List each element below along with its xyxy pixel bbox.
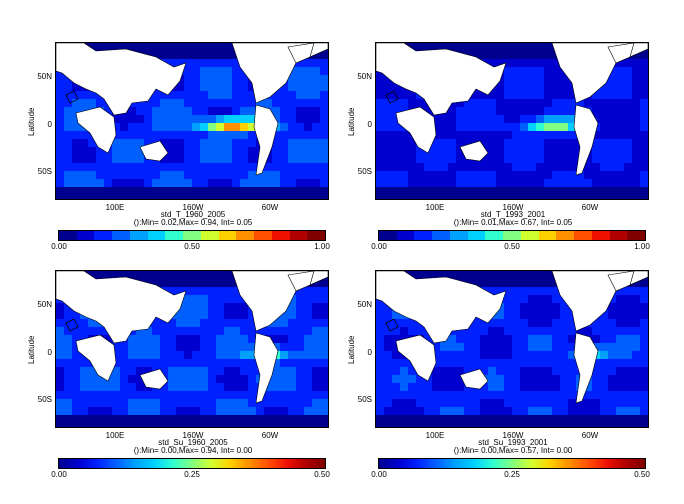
colorbar-segment: [200, 231, 219, 240]
panel-title: std_T_1993_2001: [480, 210, 546, 219]
ytick-0: 0: [47, 348, 52, 357]
colorbar-tick-min: 0.00: [371, 470, 387, 479]
colorbar-tick-mid: 0.25: [504, 470, 520, 479]
xtick-100e: 100E: [105, 203, 125, 212]
colorbar-segment: [379, 231, 397, 240]
ytick-50s: 50S: [37, 167, 52, 176]
xtick-160w: 160W: [502, 431, 524, 440]
colorbar: [58, 230, 326, 241]
xtick-60w: 60W: [261, 431, 279, 440]
map-field-svg: [56, 271, 328, 427]
map-panel-4: Latitude 50N 0 50S 100E 160W 60W std_Su_…: [320, 228, 662, 488]
colorbar-segment: [271, 231, 290, 240]
colorbar-tick-max: 1.00: [634, 242, 650, 251]
colorbar-segment: [307, 231, 326, 240]
colorbar-tick-max: 0.50: [314, 470, 330, 479]
colorbar: [58, 458, 326, 469]
colorbar-tick-min: 0.00: [51, 242, 67, 251]
colorbar-segment: [112, 231, 130, 240]
map-panel-3: Latitude 50N 0 50S 100E 160W 60W std_Su_…: [0, 228, 342, 488]
ytick-50s: 50S: [357, 395, 372, 404]
colorbar-segment: [520, 231, 539, 240]
colorbar-segment: [165, 231, 184, 240]
colorbar: [378, 230, 646, 241]
colorbar-tick-max: 1.00: [314, 242, 330, 251]
colorbar-tick-max: 0.50: [634, 470, 650, 479]
map-panel-2: Latitude 50N 0 50S 100E 160W 60W std_T_1…: [320, 0, 662, 252]
colorbar-segment: [236, 231, 255, 240]
colorbar-tick-mid: 0.25: [184, 470, 200, 479]
colorbar-tick-min: 0.00: [51, 470, 67, 479]
colorbar-segment: [414, 231, 433, 240]
colorbar-segment: [396, 231, 415, 240]
ytick-0: 0: [47, 120, 52, 129]
colorbar-segment: [183, 231, 201, 240]
xtick-60w: 60W: [261, 203, 279, 212]
colorbar-segment: [503, 231, 521, 240]
ocean-std-map: [55, 42, 329, 200]
colorbar-segment: [94, 231, 113, 240]
panel-stats: ():Min= 0.01,Max= 0.67, Int= 0.05: [453, 218, 573, 227]
ytick-0: 0: [367, 348, 372, 357]
map-field-svg: [376, 43, 648, 199]
panel-stats: ():Min= 0.02,Max= 0.94, Int= 0.05: [133, 218, 253, 227]
ocean-std-map: [375, 270, 649, 428]
xtick-60w: 60W: [581, 431, 599, 440]
ytick-50n: 50N: [357, 300, 372, 309]
map-field-svg: [56, 43, 328, 199]
map-panel-1: Latitude 50N 0 50S 100E 160W 60W std_T_1…: [0, 0, 342, 252]
panel-stats: ():Min= 0.00,Max= 0.94, Int= 0.00: [133, 446, 253, 455]
colorbar-segment: [59, 231, 77, 240]
colorbar-segment: [591, 231, 610, 240]
colorbar-segment: [147, 231, 166, 240]
colorbar-segment: [129, 231, 148, 240]
xtick-160w: 160W: [502, 203, 524, 212]
xtick-60w: 60W: [581, 203, 599, 212]
xtick-100e: 100E: [425, 431, 445, 440]
colorbar-segment: [609, 231, 628, 240]
panel-title: std_T_1960_2005: [160, 210, 226, 219]
colorbar: [378, 458, 646, 469]
colorbar-segment: [289, 231, 308, 240]
colorbar-segment: [254, 231, 272, 240]
ocean-std-map: [375, 42, 649, 200]
colorbar-segment: [467, 231, 486, 240]
xtick-100e: 100E: [425, 203, 445, 212]
panel-title: std_Su_1993_2001: [478, 438, 548, 447]
ytick-0: 0: [367, 120, 372, 129]
colorbar-tick-mid: 0.50: [184, 242, 200, 251]
colorbar-segment: [218, 231, 237, 240]
colorbar-segment: [449, 231, 468, 240]
colorbar-segment: [485, 231, 504, 240]
colorbar-segment: [432, 231, 450, 240]
map-field-svg: [376, 271, 648, 427]
colorbar-segment: [556, 231, 575, 240]
ytick-50n: 50N: [357, 72, 372, 81]
xtick-160w: 160W: [182, 203, 204, 212]
xtick-160w: 160W: [182, 431, 204, 440]
colorbar-segment: [76, 231, 95, 240]
xtick-100e: 100E: [105, 431, 125, 440]
colorbar-segment: [627, 231, 646, 240]
colorbar-tick-mid: 0.50: [504, 242, 520, 251]
colorbar-segment: [574, 231, 592, 240]
panel-title: std_Su_1960_2005: [158, 438, 228, 447]
ytick-50n: 50N: [37, 72, 52, 81]
ytick-50s: 50S: [357, 167, 372, 176]
ytick-50s: 50S: [37, 395, 52, 404]
ytick-50n: 50N: [37, 300, 52, 309]
colorbar-tick-min: 0.00: [371, 242, 387, 251]
colorbar-segment: [538, 231, 557, 240]
panel-stats: ():Min= 0.00,Max= 0.57, Int= 0.00: [453, 446, 573, 455]
ocean-std-map: [55, 270, 329, 428]
